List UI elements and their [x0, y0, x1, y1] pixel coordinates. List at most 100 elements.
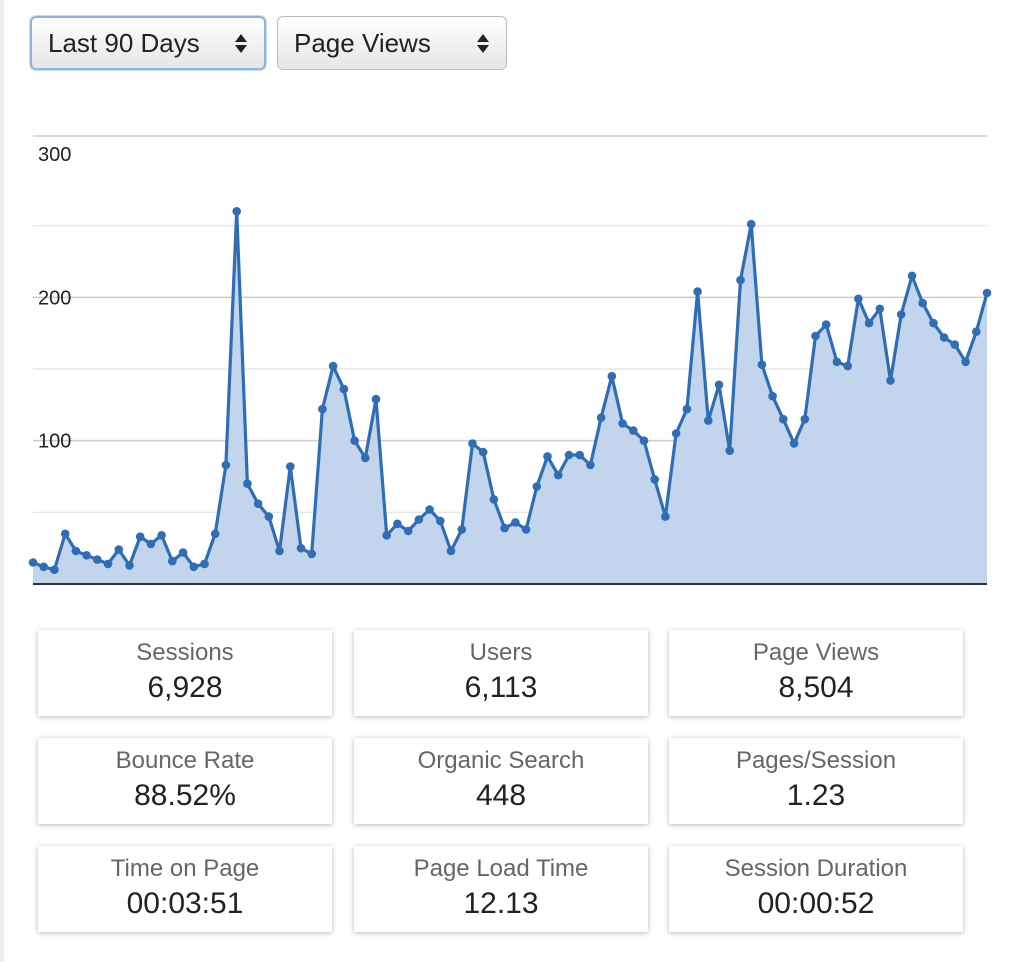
- data-point: [339, 384, 349, 394]
- stat-card-page-views: Page Views 8,504: [669, 630, 963, 716]
- data-point: [296, 543, 306, 553]
- data-point: [157, 531, 166, 540]
- data-point: [478, 447, 488, 457]
- data-point: [521, 525, 531, 534]
- data-point: [982, 288, 992, 298]
- stat-value: 88.52%: [134, 779, 236, 812]
- stat-title: Users: [469, 639, 533, 666]
- data-point: [639, 436, 649, 446]
- data-point: [854, 294, 863, 304]
- stat-value: 6,113: [464, 671, 538, 704]
- stat-card-page-load-time: Page Load Time 12.13: [354, 846, 648, 932]
- metric-select-value: Page Views: [294, 27, 431, 58]
- data-point: [307, 549, 317, 559]
- data-point: [532, 482, 542, 491]
- data-point: [275, 546, 284, 556]
- data-point: [318, 404, 327, 414]
- data-point: [661, 512, 670, 521]
- data-point: [253, 499, 263, 509]
- data-point: [671, 429, 681, 438]
- stat-card-bounce-rate: Bounce Rate 88.52%: [38, 738, 332, 824]
- stat-value: 8,504: [778, 671, 854, 704]
- data-point: [393, 519, 402, 529]
- data-point: [725, 446, 734, 456]
- data-point: [200, 559, 209, 569]
- y-tick-label: 200: [38, 287, 71, 309]
- data-point: [168, 556, 177, 566]
- data-point: [714, 380, 724, 390]
- data-point: [178, 548, 188, 557]
- date-range-select-value: Last 90 Days: [48, 27, 200, 58]
- data-point: [586, 460, 595, 470]
- stat-title: Session Duration: [724, 855, 908, 882]
- data-point: [768, 391, 777, 401]
- data-point: [564, 450, 574, 460]
- data-point: [800, 414, 810, 424]
- data-point: [28, 558, 38, 567]
- stat-title: Page Views: [752, 639, 880, 666]
- stat-title: Sessions: [136, 639, 234, 666]
- data-point: [60, 529, 70, 539]
- data-point: [50, 565, 59, 574]
- stat-value: 1.23: [786, 779, 846, 812]
- date-range-select[interactable]: Last 90 Days: [30, 16, 266, 70]
- data-point: [650, 475, 659, 484]
- data-point: [886, 376, 895, 385]
- data-point: [468, 439, 477, 448]
- metric-select[interactable]: Page Views: [277, 16, 507, 70]
- data-point: [811, 331, 820, 341]
- data-point: [414, 515, 424, 524]
- data-point: [382, 531, 392, 540]
- data-point: [907, 271, 917, 281]
- stat-value: 00:00:52: [757, 887, 875, 920]
- data-point: [189, 562, 199, 572]
- data-point: [457, 525, 467, 534]
- data-point: [961, 357, 970, 367]
- data-point: [832, 357, 842, 367]
- data-point: [71, 546, 81, 556]
- data-point: [125, 561, 134, 570]
- data-point: [403, 526, 413, 536]
- data-point: [789, 439, 799, 448]
- y-tick-label: 100: [38, 431, 71, 453]
- data-point: [629, 426, 638, 435]
- data-point: [361, 453, 370, 463]
- stat-card-users: Users 6,113: [354, 630, 648, 716]
- data-point: [511, 518, 520, 527]
- stat-value: 448: [475, 779, 527, 812]
- data-point: [896, 310, 906, 319]
- data-point: [746, 219, 756, 229]
- data-point: [929, 318, 938, 328]
- data-point: [553, 470, 563, 480]
- stat-title: Time on Page: [110, 855, 260, 882]
- data-point: [779, 414, 788, 424]
- y-tick-label: 300: [38, 144, 71, 166]
- data-point: [939, 333, 949, 342]
- stat-value: 12.13: [463, 887, 539, 920]
- data-point: [243, 479, 252, 489]
- data-point: [843, 361, 852, 371]
- data-point: [596, 413, 606, 423]
- data-point: [82, 551, 91, 560]
- stat-title: Organic Search: [417, 747, 585, 774]
- data-point: [93, 555, 102, 564]
- stat-value: 00:03:51: [126, 887, 244, 920]
- data-point: [146, 539, 156, 549]
- data-point: [103, 559, 113, 569]
- data-point: [436, 516, 445, 526]
- data-point: [114, 545, 124, 554]
- left-edge-border: [0, 0, 4, 962]
- data-point: [575, 450, 584, 460]
- data-point: [135, 532, 145, 541]
- data-point: [232, 207, 241, 216]
- stat-card-organic-search: Organic Search 448: [354, 738, 648, 824]
- data-point: [693, 287, 702, 296]
- data-point: [264, 512, 274, 521]
- data-point: [286, 462, 295, 471]
- data-point: [864, 318, 874, 328]
- stat-title: Pages/Session: [735, 747, 897, 774]
- data-point: [500, 523, 509, 533]
- data-point: [350, 436, 359, 446]
- data-point: [950, 340, 960, 349]
- data-point: [39, 562, 48, 572]
